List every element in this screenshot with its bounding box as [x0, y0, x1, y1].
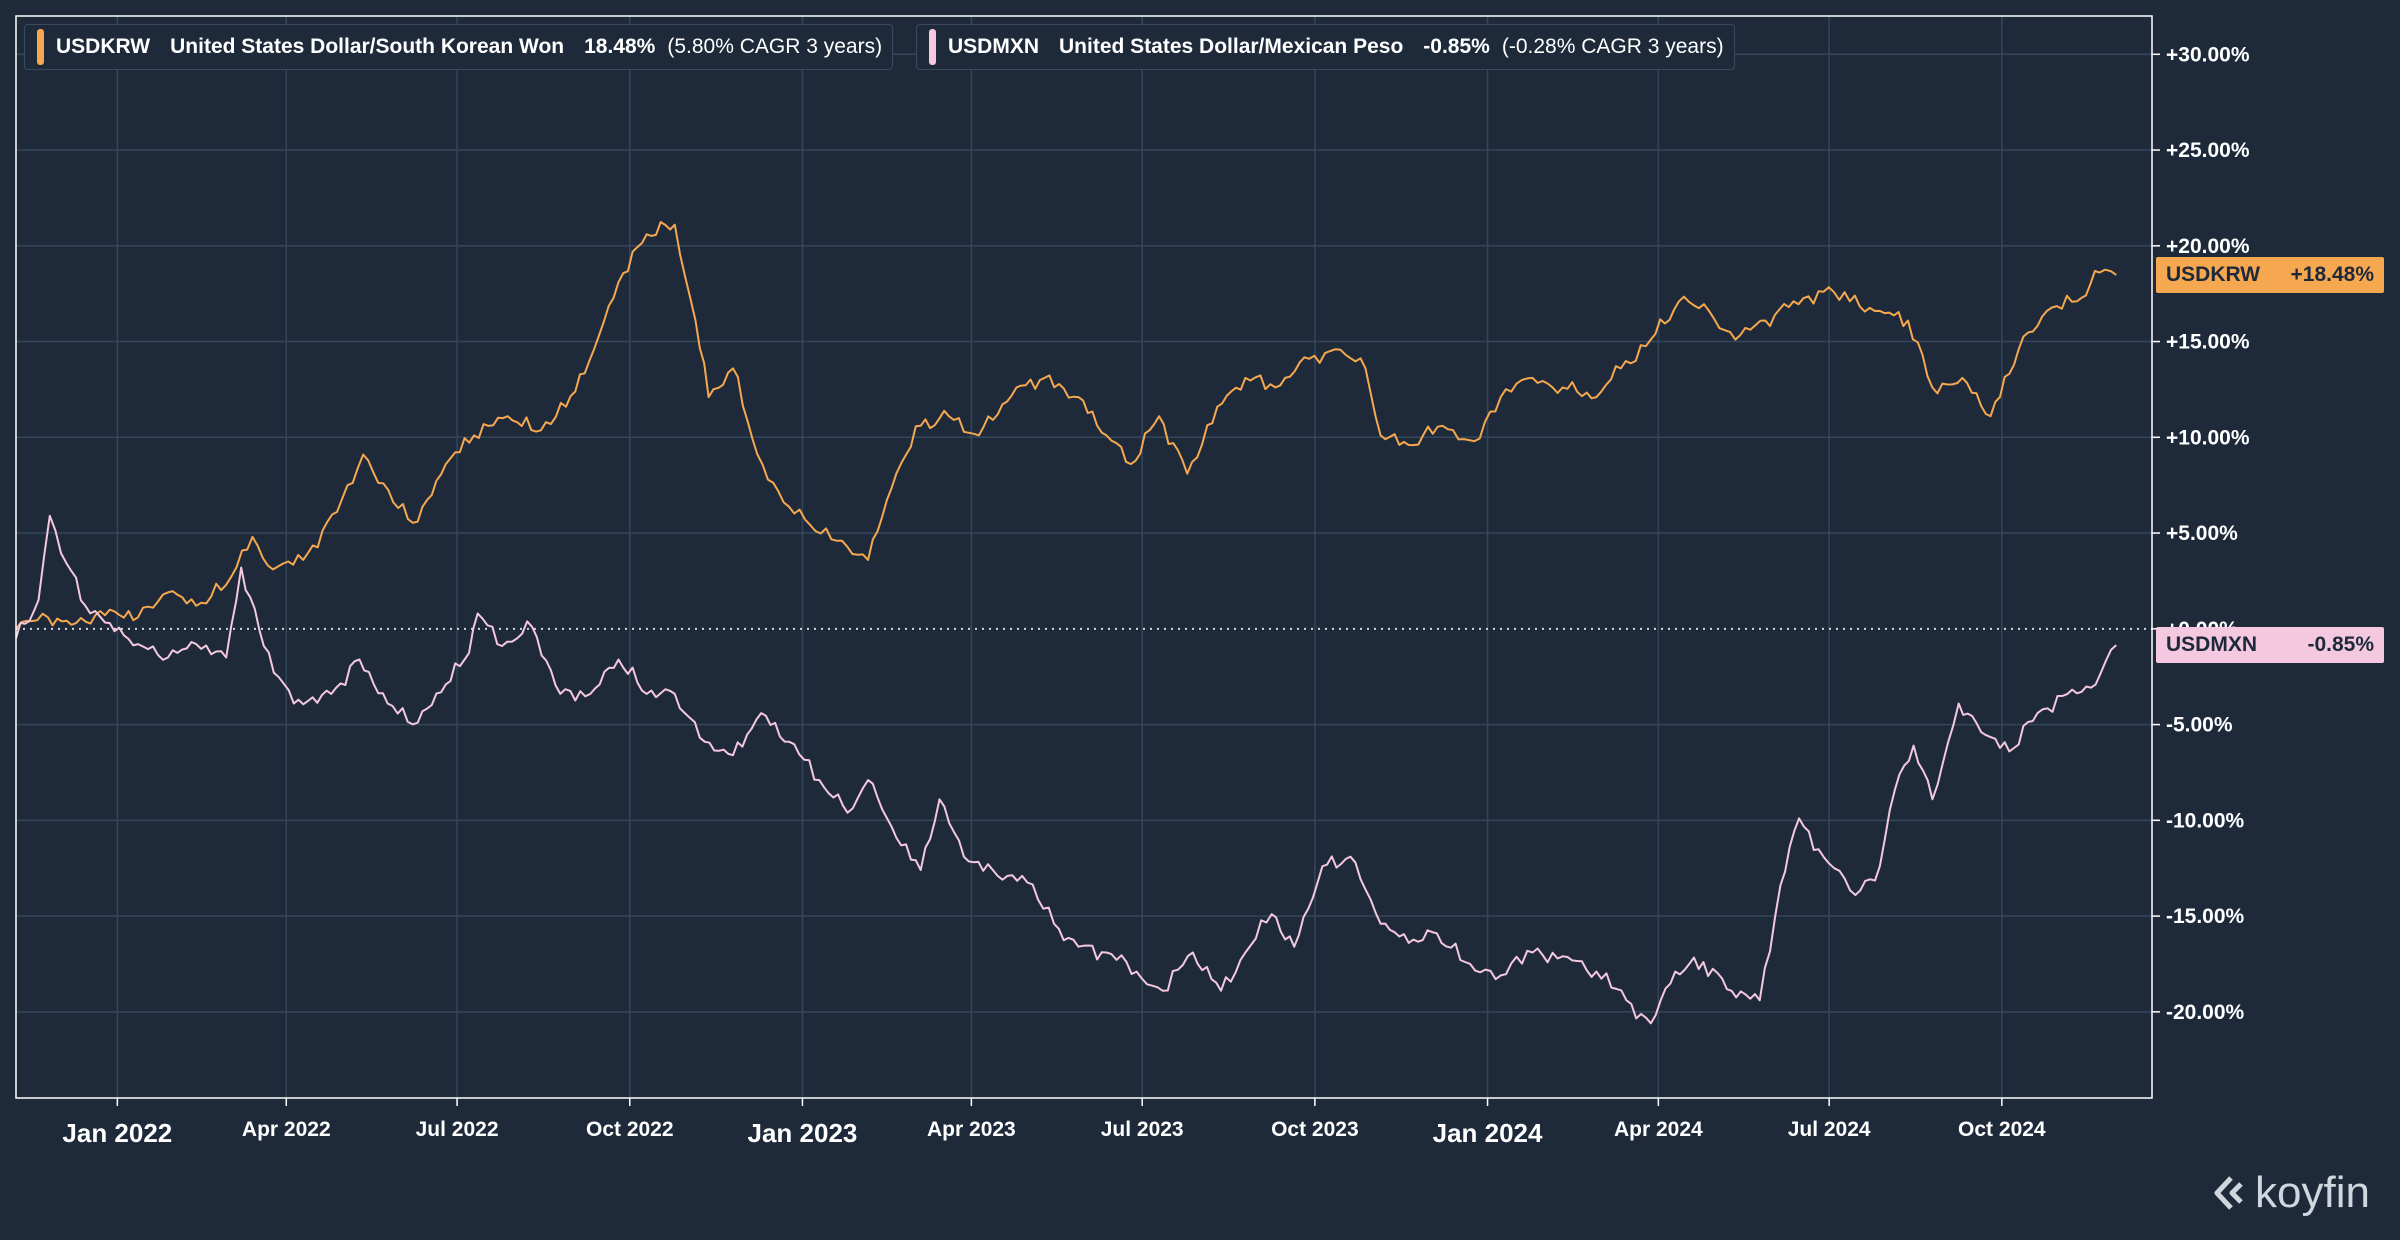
y-tick-label: +30.00% — [2166, 43, 2250, 66]
y-tick-label: +10.00% — [2166, 426, 2250, 449]
legend-cagr: (5.80% CAGR 3 years) — [667, 35, 883, 58]
legend-full-name: United States Dollar/Mexican Peso — [1059, 35, 1404, 58]
x-tick-label: Oct 2024 — [1958, 1118, 2046, 1141]
koyfin-logo-icon — [2214, 1176, 2243, 1210]
series-line-usdmxn — [15, 514, 2117, 1025]
x-tick-label: Jan 2022 — [62, 1118, 172, 1148]
badge-symbol: USDKRW — [2166, 262, 2261, 286]
y-tick-label: +15.00% — [2166, 331, 2250, 354]
y-tick-label: -20.00% — [2166, 1001, 2245, 1024]
legend-usdmxn[interactable]: USDMXN United States Dollar/Mexican Peso… — [916, 24, 1735, 70]
series-lines — [15, 221, 2117, 1025]
legend-full-name: United States Dollar/South Korean Won — [170, 35, 565, 58]
x-tick-label: Oct 2023 — [1271, 1118, 1359, 1141]
x-tick-label: Apr 2022 — [242, 1118, 331, 1141]
legend-swatch-usdmxn — [929, 29, 936, 65]
x-tick-label: Apr 2024 — [1614, 1118, 1703, 1141]
legend-change: 18.48% — [584, 35, 656, 58]
x-tick-label: Jan 2024 — [1433, 1118, 1543, 1148]
legend-change: -0.85% — [1423, 35, 1490, 58]
x-tick-label: Oct 2022 — [586, 1118, 674, 1141]
koyfin-logo-text: koyfin — [2255, 1168, 2370, 1217]
badge-symbol: USDMXN — [2166, 633, 2258, 657]
series-line-usdkrw — [15, 221, 2117, 630]
y-tick-label: -15.00% — [2166, 905, 2245, 928]
legend-usdkrw[interactable]: USDKRW United States Dollar/South Korean… — [24, 24, 894, 70]
x-tick-label: Apr 2023 — [927, 1118, 1016, 1141]
koyfin-logo: koyfin — [2211, 1168, 2370, 1218]
grid — [16, 16, 2152, 1098]
y-axis: +30.00% +25.00% +20.00% +15.00% +10.00% +5.00… — [2152, 43, 2250, 1024]
x-axis: Jan 2022 Apr 2022 Jul 2022 Oct 2022 Jan 2023… — [62, 1098, 2046, 1148]
legend-cagr: (-0.28% CAGR 3 years) — [1501, 35, 1724, 58]
legend-swatch-usdkrw — [37, 29, 44, 65]
x-tick-label: Jul 2023 — [1101, 1118, 1184, 1141]
badge-usdmxn: USDMXN -0.85% — [2156, 627, 2384, 664]
plot-frame — [15, 15, 2153, 1099]
y-tick-label: +20.00% — [2166, 235, 2250, 258]
x-tick-label: Jul 2022 — [416, 1118, 499, 1141]
badge-value: +18.48% — [2290, 262, 2375, 286]
y-tick-label: +5.00% — [2166, 522, 2238, 545]
x-tick-label: Jan 2023 — [748, 1118, 858, 1148]
y-tick-label: +25.00% — [2166, 139, 2250, 162]
y-tick-label: -5.00% — [2166, 714, 2233, 737]
legend-symbol: USDKRW — [56, 35, 151, 58]
y-tick-label: -10.00% — [2166, 809, 2245, 832]
badge-value: -0.85% — [2307, 633, 2374, 657]
badge-usdkrw: USDKRW +18.48% — [2156, 256, 2384, 293]
legend-symbol: USDMXN — [948, 35, 1040, 58]
x-tick-label: Jul 2024 — [1788, 1118, 1871, 1141]
